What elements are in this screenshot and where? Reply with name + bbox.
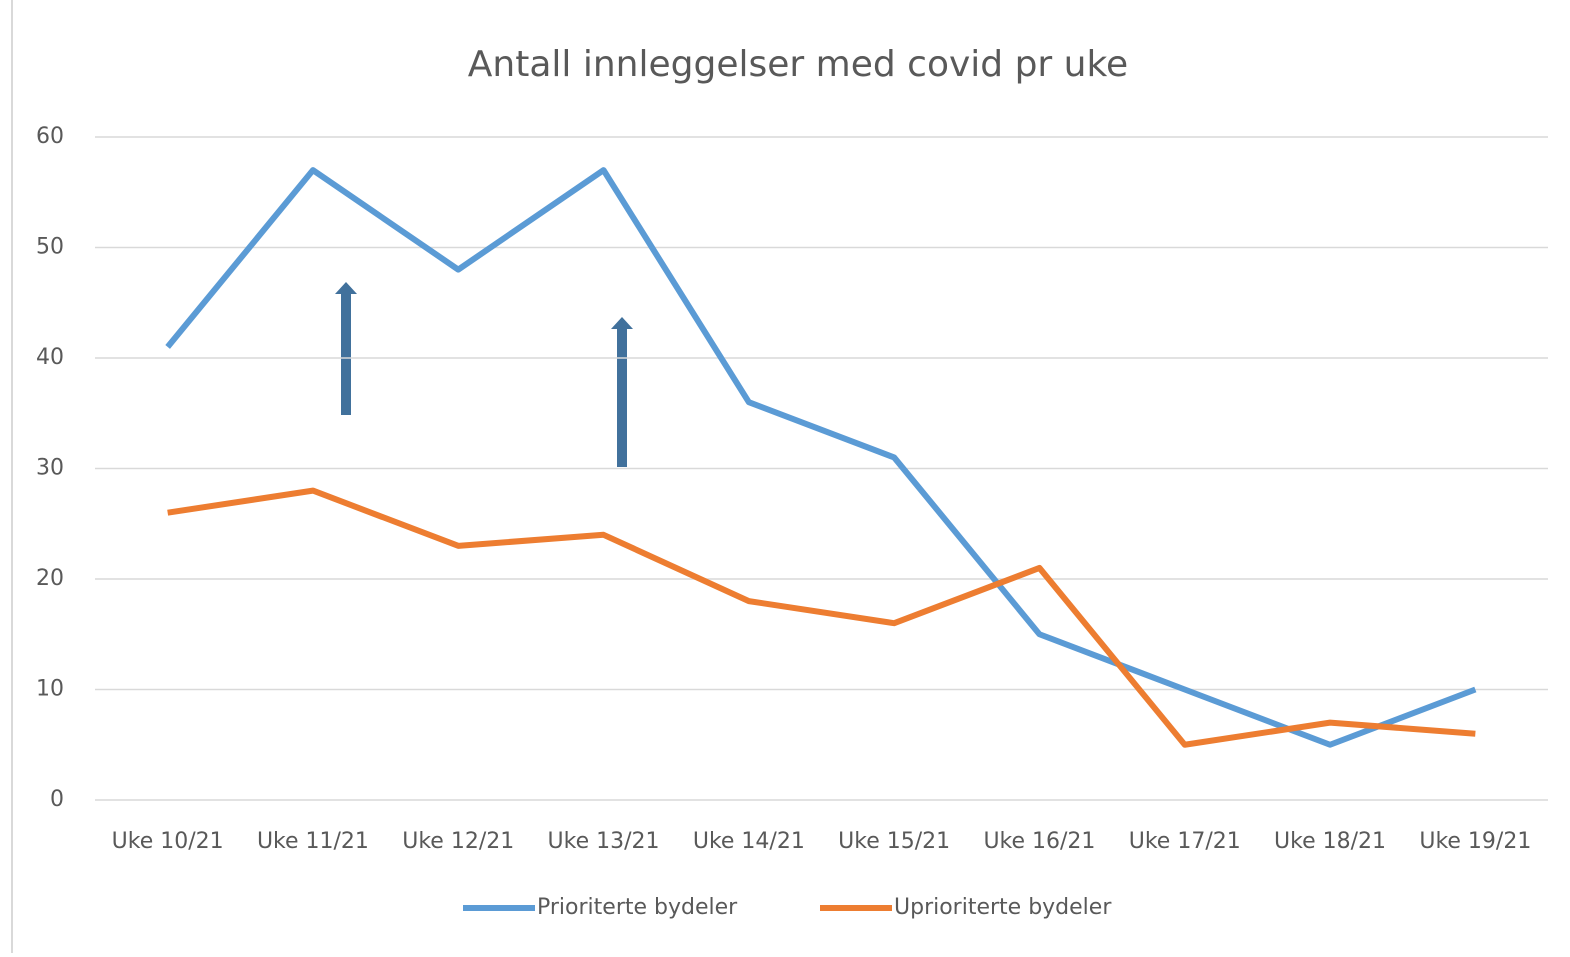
legend-label: Prioriterte bydeler: [537, 895, 738, 920]
y-tick-label: 50: [36, 235, 64, 260]
y-tick-label: 20: [36, 566, 64, 591]
y-tick-label: 30: [36, 456, 64, 481]
x-tick-label: Uke 12/21: [402, 829, 514, 854]
series-line: [165, 167, 1477, 748]
x-tick-label: Uke 15/21: [838, 829, 950, 854]
legend-label: Uprioriterte bydeler: [894, 895, 1112, 920]
y-tick-label: 10: [36, 677, 64, 702]
x-tick-label: Uke 17/21: [1129, 829, 1241, 854]
y-tick-label: 60: [36, 124, 64, 149]
x-tick-label: Uke 16/21: [983, 829, 1095, 854]
x-tick-label: Uke 18/21: [1274, 829, 1386, 854]
x-tick-label: Uke 19/21: [1419, 829, 1531, 854]
y-tick-label: 0: [50, 787, 64, 812]
annotation-arrow: [335, 282, 633, 467]
y-tick-label: 40: [36, 345, 64, 370]
x-tick-label: Uke 11/21: [257, 829, 369, 854]
x-tick-label: Uke 10/21: [112, 829, 224, 854]
series-line: [167, 487, 1476, 748]
chart-title: Antall innleggelser med covid pr uke: [468, 44, 1128, 85]
x-tick-label: Uke 14/21: [693, 829, 805, 854]
x-tick-label: Uke 13/21: [548, 829, 660, 854]
